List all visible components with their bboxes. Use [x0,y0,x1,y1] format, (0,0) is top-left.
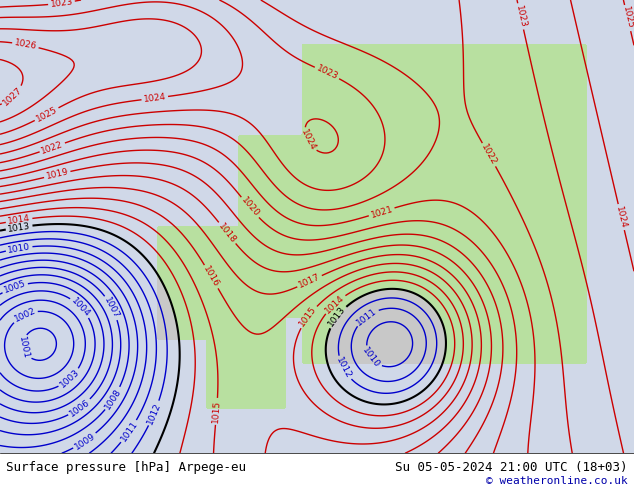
Text: 1021: 1021 [370,204,394,220]
Text: 1024: 1024 [299,128,317,152]
Text: 1005: 1005 [3,279,27,295]
Text: 1026: 1026 [13,38,37,51]
Text: 1003: 1003 [58,368,81,390]
Text: 1007: 1007 [103,295,121,320]
Text: 1024: 1024 [614,205,628,229]
Text: 1023: 1023 [49,0,74,9]
Text: Su 05-05-2024 21:00 UTC (18+03): Su 05-05-2024 21:00 UTC (18+03) [395,462,628,474]
Text: 1015: 1015 [298,305,319,329]
Text: 1014: 1014 [323,293,346,315]
Text: 1019: 1019 [45,168,70,181]
Text: 1025: 1025 [34,105,59,123]
Text: 1009: 1009 [73,431,97,451]
Text: 1027: 1027 [1,85,24,107]
Text: 1001: 1001 [17,336,30,360]
Text: 1006: 1006 [68,397,92,418]
Text: 1023: 1023 [314,64,339,82]
Text: 1010: 1010 [361,346,382,370]
Text: 1017: 1017 [297,272,322,290]
Text: Surface pressure [hPa] Arpege-eu: Surface pressure [hPa] Arpege-eu [6,462,247,474]
Text: 1022: 1022 [40,140,65,155]
Text: 1004: 1004 [69,296,92,318]
Text: © weatheronline.co.uk: © weatheronline.co.uk [486,476,628,486]
Text: 1014: 1014 [7,214,31,226]
Text: 1002: 1002 [13,306,37,324]
Text: 1020: 1020 [239,196,261,219]
Text: 1008: 1008 [103,387,123,411]
Text: 1011: 1011 [355,306,378,327]
Text: 1024: 1024 [143,92,167,104]
Text: 1012: 1012 [146,401,163,425]
Text: 1022: 1022 [479,143,498,167]
Text: 1013: 1013 [327,305,347,329]
Text: 1018: 1018 [216,221,238,245]
Text: 1023: 1023 [514,4,527,28]
Text: 1015: 1015 [211,399,222,423]
Text: 1013: 1013 [7,221,31,234]
Text: 1016: 1016 [202,265,221,289]
Text: 1011: 1011 [119,419,139,443]
Text: 1010: 1010 [7,242,31,255]
Text: 1025: 1025 [621,6,634,30]
Text: 1012: 1012 [334,356,353,381]
